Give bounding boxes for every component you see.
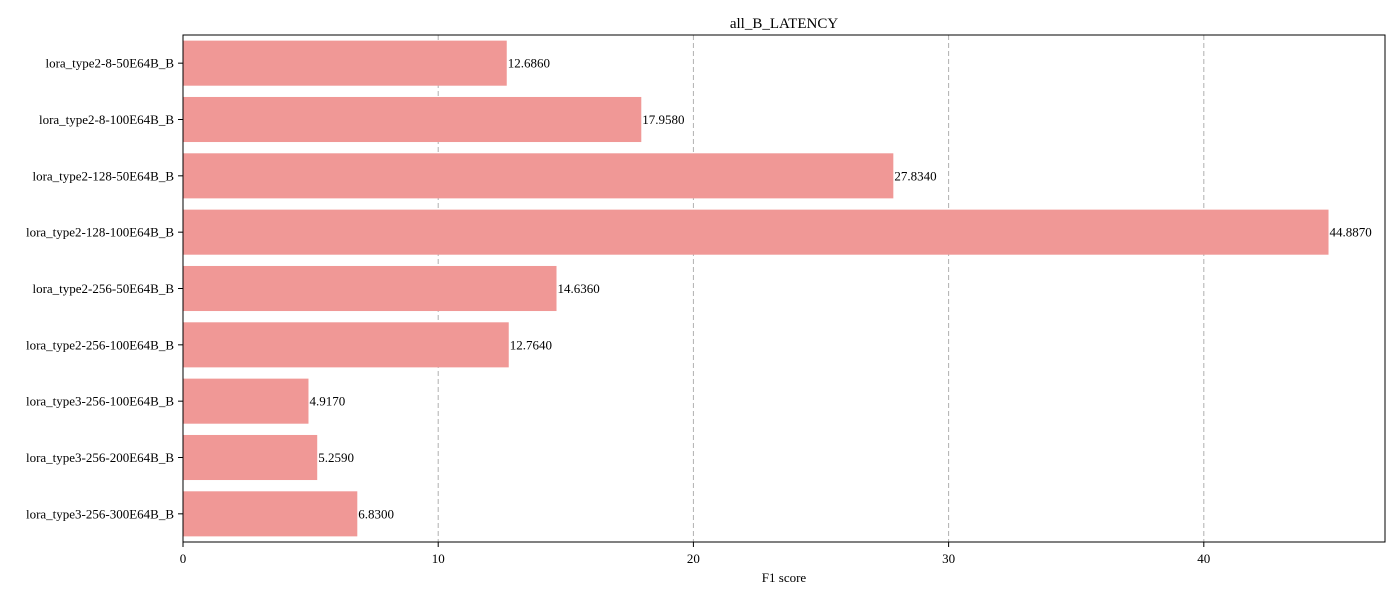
- data-label: 14.6360: [558, 281, 600, 296]
- data-label: 4.9170: [309, 394, 345, 409]
- y-tick-label: lora_type2-8-100E64B_B: [39, 112, 174, 127]
- data-label: 5.2590: [318, 450, 354, 465]
- x-tick-label: 40: [1197, 551, 1210, 566]
- bar: [183, 378, 309, 424]
- x-axis: 0 10 20 30 40: [180, 542, 1210, 566]
- y-tick-label: lora_type2-128-100E64B_B: [26, 225, 174, 240]
- y-tick-label: lora_type3-256-200E64B_B: [26, 450, 174, 465]
- y-tick-label: lora_type3-256-100E64B_B: [26, 394, 174, 409]
- label-layer: 12.6860 17.9580 27.8340 44.8870 14.6360 12.76…: [309, 56, 1371, 522]
- y-tick-label: lora_type2-256-50E64B_B: [32, 281, 174, 296]
- x-axis-label: F1 score: [762, 570, 807, 585]
- data-label: 12.7640: [510, 337, 552, 352]
- bar: [183, 153, 894, 199]
- data-label: 6.8300: [358, 506, 394, 521]
- x-tick-label: 30: [942, 551, 955, 566]
- bar: [183, 434, 318, 481]
- bar: [183, 265, 557, 312]
- y-tick-label: lora_type3-256-300E64B_B: [26, 506, 174, 521]
- y-tick-label: lora_type2-256-100E64B_B: [26, 337, 174, 352]
- chart-title: all_B_LATENCY: [730, 16, 838, 32]
- x-tick-label: 0: [180, 551, 187, 566]
- bar: [183, 322, 509, 368]
- x-tick-label: 10: [432, 551, 445, 566]
- bar: [183, 40, 507, 86]
- y-tick-label: lora_type2-128-50E64B_B: [32, 168, 174, 183]
- data-label: 44.8870: [1330, 225, 1372, 240]
- y-axis: lora_type2-8-50E64B_B lora_type2-8-100E64…: [26, 56, 183, 521]
- bar: [183, 209, 1329, 255]
- bar: [183, 491, 358, 537]
- y-tick-label: lora_type2-8-50E64B_B: [45, 56, 174, 71]
- bar-layer: [183, 40, 1329, 537]
- data-label: 17.9580: [642, 112, 684, 127]
- bar: [183, 96, 642, 143]
- data-label: 12.6860: [508, 56, 550, 71]
- x-tick-label: 20: [687, 551, 700, 566]
- data-label: 27.8340: [894, 168, 936, 183]
